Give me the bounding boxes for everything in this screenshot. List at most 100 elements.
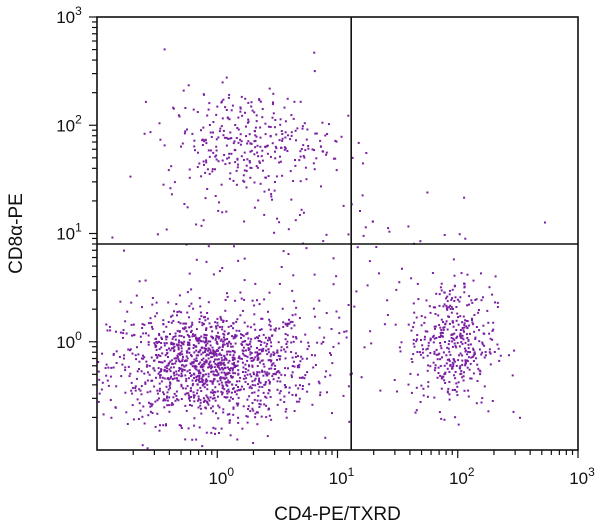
event-dot [355,290,358,293]
event-dot [201,139,204,142]
event-dot [259,182,262,185]
event-dot [147,414,150,417]
event-dot [452,321,455,324]
event-dot [301,357,304,360]
event-dot [155,354,157,356]
event-dot [224,374,227,377]
event-dot [444,372,447,375]
event-dot [144,100,147,103]
event-dot [224,163,227,166]
event-dot [313,51,316,54]
event-dot [282,250,285,253]
event-dot [214,362,217,365]
event-dot [284,410,287,413]
event-dot [145,365,148,368]
event-dot [199,349,202,351]
event-dot [283,401,286,403]
event-dot [186,351,188,354]
event-dot [284,357,287,360]
event-dot [416,373,419,376]
event-dot [263,213,266,216]
event-dot [237,116,240,119]
event-dot [212,394,215,397]
event-dot [427,344,430,347]
event-dot [201,445,204,448]
event-dot [295,139,297,142]
event-dot [479,373,482,376]
event-dot [198,162,201,165]
event-dot [237,128,240,131]
event-dot [180,398,183,400]
event-dot [167,388,170,391]
event-dot [247,369,250,372]
event-dot [211,330,214,333]
event-dot [209,364,212,367]
event-dot [209,380,212,383]
event-dot [160,380,163,383]
event-dot [253,323,256,326]
event-dot [300,340,303,343]
event-dot [267,339,269,342]
event-dot [487,410,490,413]
event-dot [444,341,446,343]
event-dot [257,155,260,158]
event-dot [459,315,462,318]
event-dot [267,351,270,354]
event-dot [104,367,107,369]
event-dot [180,350,183,353]
event-dot [276,217,279,220]
event-dot [169,377,172,380]
event-dot [180,341,183,344]
event-dot [170,321,173,324]
event-dot [283,348,286,351]
event-dot [461,363,464,366]
event-dot [237,141,240,144]
event-dot [446,328,449,331]
event-dot [228,399,231,402]
event-dot [398,346,401,349]
event-dot [156,412,159,415]
event-dot [270,193,273,196]
event-dot [169,333,171,335]
event-dot [273,231,276,234]
event-dot [422,348,424,351]
event-dot [219,127,222,130]
event-dot [218,383,221,386]
event-dot [192,391,195,394]
event-dot [171,314,174,317]
event-dot [278,221,281,224]
event-dot [177,344,180,347]
event-dot [180,335,183,337]
event-dot [249,351,252,354]
event-dot [295,306,298,309]
event-dot [195,336,198,339]
event-dot [464,349,467,352]
event-dot [176,311,179,313]
event-dot [312,162,315,165]
event-dot [459,336,462,339]
event-dot [439,326,442,329]
event-dot [472,349,475,351]
event-dot [470,299,473,302]
event-dot [213,366,216,369]
event-dot [220,318,223,321]
event-dot [232,406,235,409]
event-dot [409,372,412,375]
event-dot [280,349,283,352]
event-dot [231,349,234,352]
event-dot [209,340,212,343]
event-dot [216,374,219,377]
event-dot [134,385,137,388]
event-dot [183,328,186,331]
event-dot [325,151,328,154]
event-dot [202,357,205,360]
event-dot [254,130,256,133]
event-dot [211,382,214,385]
y-tick-label: 100 [56,329,82,352]
event-dot [467,356,470,359]
event-dot [158,333,160,335]
event-dot [232,142,235,145]
event-dot [139,389,142,392]
event-dot [334,157,337,160]
event-dot [184,438,187,441]
